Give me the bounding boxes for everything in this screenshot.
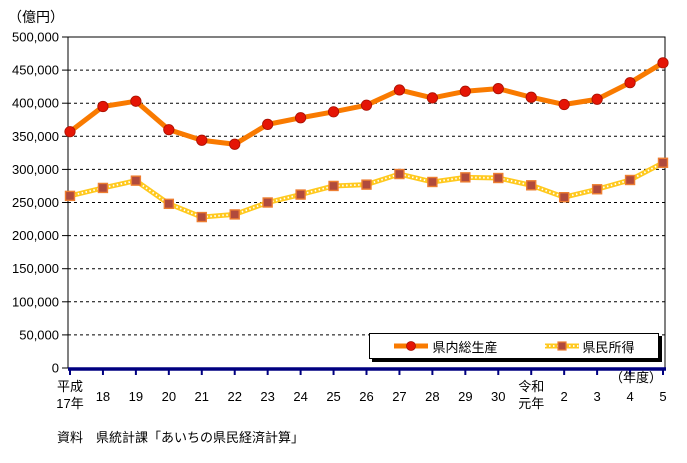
legend-item-income: 県民所得: [544, 337, 635, 356]
x-axis-tick-label: 5: [659, 389, 666, 404]
income-data-point: [196, 211, 207, 223]
income-data-point: [328, 180, 339, 192]
income-data-point: [97, 182, 109, 194]
y-axis-unit-label: （億円）: [8, 9, 64, 25]
x-axis-tick-label: 30: [491, 389, 505, 404]
y-axis-tick-label: 350,000: [12, 129, 59, 144]
income-data-point: [427, 176, 438, 188]
gdp-data-point: [130, 95, 142, 107]
gdp-data-point: [229, 138, 241, 150]
x-axis-tick-label: 3: [593, 389, 600, 404]
gdp-line-swatch-icon: [393, 340, 429, 352]
gdp-data-point: [97, 100, 109, 113]
x-axis-tick-label: 令和元年: [518, 379, 544, 411]
income-data-point: [460, 172, 471, 183]
legend-item-gdp: 県内総生産: [393, 337, 498, 356]
x-axis-tick-label: 27: [392, 389, 406, 404]
x-axis-tick-label: 25: [326, 389, 340, 404]
income-data-point: [493, 172, 504, 184]
x-axis-tick-label: 20: [162, 389, 176, 404]
x-axis-tick-label: 24: [293, 389, 307, 404]
x-axis-tick-label: 平成 17年: [56, 379, 83, 411]
gdp-data-point: [196, 134, 208, 146]
x-axis-tick-label: 21: [195, 389, 209, 404]
y-axis-tick-label: 450,000: [12, 63, 59, 78]
x-axis-tick-label: 28: [425, 389, 439, 404]
x-axis-tick-label: 19: [129, 389, 143, 404]
gdp-data-point: [459, 85, 471, 97]
source-note: 資料 県統計課「あいちの県民経済計算」: [57, 430, 304, 445]
income-data-point: [229, 209, 240, 220]
y-axis-tick-label: 250,000: [12, 195, 59, 210]
x-axis-tick-label: 26: [359, 389, 373, 404]
x-axis-tick-label: 4: [626, 389, 633, 404]
y-axis-tick-label: 0: [52, 361, 59, 376]
gdp-data-point: [163, 124, 175, 136]
y-axis-tick-label: 300,000: [12, 162, 59, 177]
x-axis-tick-label: 18: [96, 389, 110, 404]
y-axis-tick-label: 500,000: [12, 30, 59, 45]
gdp-data-point: [360, 99, 373, 111]
x-axis-unit-label: （年度）: [610, 370, 662, 385]
x-axis-tick-label: 22: [227, 389, 241, 404]
income-data-point: [526, 180, 537, 191]
income-data-point: [262, 197, 273, 208]
gdp-data-point: [327, 106, 340, 118]
gdp-data-point: [525, 91, 537, 103]
y-axis-tick-label: 50,000: [19, 327, 59, 342]
x-axis-tick-label: 2: [561, 389, 568, 404]
income-data-point: [295, 189, 306, 200]
y-axis-tick-label: 100,000: [12, 294, 59, 309]
income-data-point: [361, 179, 372, 190]
income-line-swatch-icon: [544, 340, 580, 352]
y-axis-tick-label: 150,000: [12, 261, 59, 276]
legend-label-gdp: 県内総生産: [432, 339, 498, 355]
income-data-point: [558, 192, 570, 203]
gdp-data-point: [262, 118, 274, 130]
gdp-data-point: [558, 98, 570, 111]
income-data-point: [591, 184, 603, 195]
y-axis-tick-label: 200,000: [12, 228, 59, 243]
gdp-data-point: [426, 92, 438, 104]
gdp-data-point: [64, 126, 76, 138]
income-data-point: [624, 174, 636, 186]
income-data-point: [163, 198, 175, 210]
plot-area: [67, 36, 666, 369]
legend-label-income: 県民所得: [582, 339, 635, 355]
gdp-data-point: [492, 83, 504, 95]
x-axis-tick-label: 23: [260, 389, 274, 404]
legend-box: 県内総生産 県民所得: [369, 333, 659, 359]
income-data-point: [394, 168, 405, 180]
gdp-data-point: [295, 112, 307, 124]
income-data-point: [130, 175, 142, 186]
y-axis-tick-label: 400,000: [12, 96, 59, 111]
x-axis-tick-label: 29: [458, 389, 472, 404]
income-data-point: [64, 190, 76, 202]
gdp-data-point: [591, 93, 603, 105]
gdp-data-point: [624, 77, 636, 89]
gdp-data-point: [393, 84, 406, 96]
gdp-data-point: [657, 57, 669, 69]
income-data-point: [657, 157, 669, 168]
